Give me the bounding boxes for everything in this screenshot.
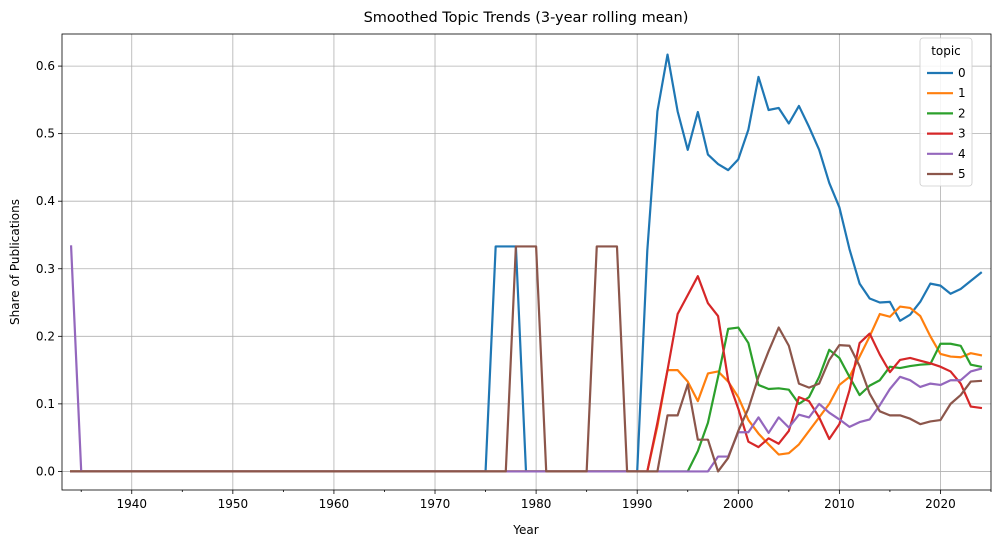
axis-ticks: 1940 1950 1960 1970 1980 1990 2000 2010 2020 0.0 0…: [36, 59, 992, 511]
plot-frame: [61, 33, 992, 491]
y-tick-label: 0.2: [36, 329, 55, 343]
x-tick-label: 1980: [521, 497, 552, 511]
legend-title: topic: [931, 44, 961, 58]
x-tick-label: 1940: [116, 497, 147, 511]
x-tick-label: 2000: [723, 497, 754, 511]
series-lines: [69, 53, 983, 473]
chart-title: Smoothed Topic Trends (3-year rolling me…: [364, 10, 689, 26]
legend-label-topic-0: 0: [958, 66, 966, 80]
series-line-topic-5: [70, 245, 983, 473]
y-tick-label: 0.6: [36, 59, 55, 73]
y-tick-label: 0.0: [36, 464, 55, 478]
x-tick-label: 1960: [319, 497, 350, 511]
x-tick-label: 1970: [420, 497, 451, 511]
y-tick-label: 0.4: [36, 194, 55, 208]
x-axis-label: Year: [512, 523, 538, 537]
y-tick-label: 0.1: [36, 397, 55, 411]
series-line-topic-1: [70, 305, 983, 473]
x-tick-label: 1950: [218, 497, 249, 511]
legend-label-topic-1: 1: [958, 86, 966, 100]
y-tick-label: 0.3: [36, 262, 55, 276]
legend-box: [919, 37, 973, 187]
legend-label-topic-5: 5: [958, 167, 966, 181]
y-axis-label: Share of Publications: [8, 199, 22, 325]
x-tick-label: 2010: [824, 497, 855, 511]
series-line-topic-3: [70, 275, 983, 473]
legend: topic 0 1 2 3 4 5: [919, 37, 973, 187]
x-tick-label: 1990: [622, 497, 653, 511]
x-tick-label: 2020: [925, 497, 956, 511]
y-tick-label: 0.5: [36, 127, 55, 141]
legend-label-topic-3: 3: [958, 127, 966, 141]
legend-label-topic-2: 2: [958, 106, 966, 120]
legend-label-topic-4: 4: [958, 147, 966, 161]
